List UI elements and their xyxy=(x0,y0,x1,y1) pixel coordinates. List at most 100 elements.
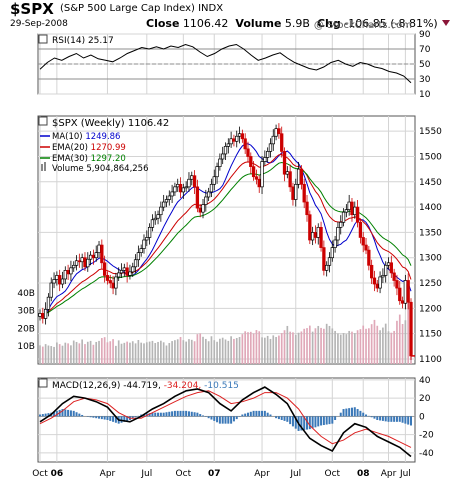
candle-body xyxy=(204,196,208,205)
down-arrow-icon xyxy=(441,20,450,26)
macd-histogram-bar xyxy=(218,416,221,424)
volume-bar xyxy=(81,339,84,364)
rsi-tick-label: 70 xyxy=(419,45,431,55)
macd-histogram-bar xyxy=(410,416,412,426)
candle-body xyxy=(367,249,371,266)
macd-histogram-bar xyxy=(227,416,230,424)
candle-body xyxy=(209,183,214,193)
candle-body xyxy=(38,313,42,317)
volume-bar xyxy=(249,331,252,364)
candle-body xyxy=(43,308,48,319)
symbol: $SPX xyxy=(10,0,54,18)
macd-histogram-bar xyxy=(266,412,269,417)
candle-body xyxy=(237,133,242,137)
volume-bar xyxy=(86,341,89,364)
x-tick-label: Oct xyxy=(325,469,341,479)
volume-bar xyxy=(129,342,131,364)
candle-body xyxy=(232,138,236,142)
volume-bar xyxy=(44,344,47,364)
candle-body xyxy=(266,151,270,158)
x-tick-label: 07 xyxy=(208,469,221,479)
macd-histogram-bar xyxy=(207,416,210,419)
candle-body xyxy=(330,247,334,259)
candle-body xyxy=(215,166,219,178)
volume-bar xyxy=(356,330,359,364)
candle-body xyxy=(223,146,228,155)
volume-bar xyxy=(353,333,356,364)
macd-histogram-bar xyxy=(210,416,213,420)
macd-histogram-bar xyxy=(224,416,227,424)
macd-histogram-bar xyxy=(154,412,157,417)
macd-histogram-bar xyxy=(322,416,325,426)
candle-body xyxy=(310,232,315,241)
volume-bar xyxy=(120,343,123,364)
quote-date: 29-Sep-2008 xyxy=(10,19,68,29)
volume-bar xyxy=(115,345,117,364)
candle-body xyxy=(91,254,96,259)
candle-body xyxy=(344,209,349,213)
legend-ma10: MA(10) 1249.86 xyxy=(52,132,120,142)
macd-tick-label: -20 xyxy=(419,431,434,441)
price-tick-label: 1150 xyxy=(419,330,442,340)
volume-bar xyxy=(272,335,275,364)
volume-bar xyxy=(126,341,128,364)
macd-histogram-bar xyxy=(314,416,317,428)
rsi-line xyxy=(39,43,412,84)
volume-bar xyxy=(398,314,401,364)
volume-bar xyxy=(157,341,159,364)
volume-bar xyxy=(84,344,86,364)
panel-price xyxy=(37,115,416,365)
candle-body xyxy=(226,143,230,147)
candle-body xyxy=(173,186,177,193)
candle-body xyxy=(52,279,56,284)
candle-body xyxy=(170,191,174,197)
macd-histogram-bar xyxy=(306,416,309,430)
volume-bar xyxy=(134,343,137,364)
candle-body xyxy=(409,301,413,357)
macd-histogram-bar xyxy=(230,416,233,424)
macd-tick-label: -40 xyxy=(419,449,434,459)
candle-body xyxy=(122,267,126,271)
volume-bar xyxy=(351,331,353,364)
candle-body xyxy=(133,259,138,268)
volume-bar xyxy=(367,328,370,364)
macd-histogram-bar xyxy=(196,412,199,417)
volume-bar xyxy=(294,334,297,364)
volume-bar xyxy=(179,336,182,364)
macd-histogram-bar xyxy=(98,416,101,419)
candle-body xyxy=(355,206,360,223)
macd-histogram-bar xyxy=(64,409,67,417)
volume-bar xyxy=(182,340,185,364)
price-tick-label: 1400 xyxy=(419,203,442,213)
volume-bar xyxy=(311,331,314,364)
volume-bar xyxy=(384,323,387,364)
macd-histogram-bar xyxy=(213,416,216,421)
macd-histogram-bar xyxy=(103,416,106,420)
volume-tick-label: 10B xyxy=(17,342,35,352)
volume-bar xyxy=(92,344,95,364)
volume-bar xyxy=(72,340,75,364)
volume-bar xyxy=(219,338,221,364)
volume-bar xyxy=(328,325,331,364)
candle-body xyxy=(319,226,323,248)
macd-histogram-bar xyxy=(134,416,137,418)
macd-histogram-bar xyxy=(365,414,368,417)
macd-histogram-bar xyxy=(81,414,84,417)
macd-histogram-bar xyxy=(376,416,379,420)
macd-histogram-bar xyxy=(325,416,328,425)
macd-histogram-bar xyxy=(255,410,258,417)
volume-bar xyxy=(154,343,157,364)
candle-body xyxy=(176,183,180,188)
candle-body xyxy=(280,133,284,152)
volume-bar xyxy=(190,339,193,364)
volume-bar xyxy=(213,340,216,364)
legend-ema30: EMA(30) 1297.20 xyxy=(52,154,126,164)
candle-body xyxy=(327,257,332,266)
macd-histogram-bar xyxy=(353,407,356,417)
macd-histogram-bar xyxy=(173,410,176,417)
volume-bar xyxy=(280,333,283,364)
price-title: $SPX (Weekly) 1106.42 xyxy=(52,118,169,129)
volume-bar xyxy=(238,336,241,364)
candle-body xyxy=(406,280,410,303)
